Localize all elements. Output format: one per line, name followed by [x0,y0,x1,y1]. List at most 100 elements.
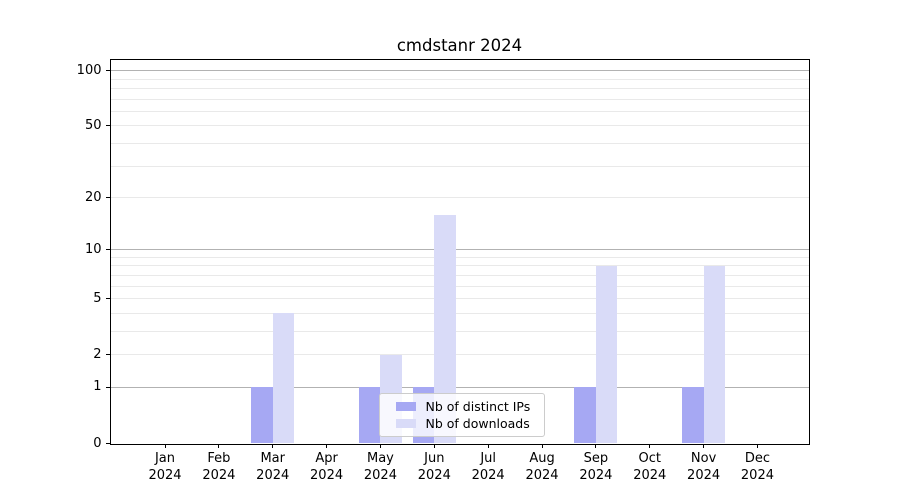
gridline-minor [110,197,809,198]
y-tick [105,70,110,72]
bar-downloads-nov [703,265,726,444]
bar-downloads-mar [272,313,295,444]
x-tick [487,443,489,448]
x-tick-month: May [366,451,394,466]
legend: Nb of distinct IPs Nb of downloads [378,393,545,437]
x-tick [703,443,705,448]
x-tick-month: Sep [583,451,609,466]
gridline-minor [110,87,809,89]
bar-distinct-ips-mar [251,387,273,444]
x-tick-label-feb: Feb 2024 [189,450,249,484]
gridline-minor [110,78,809,80]
x-tick-label-may: May 2024 [350,450,410,484]
x-tick [164,443,166,448]
y-tick [105,125,110,127]
y-tick-label-1: 1 [93,379,102,395]
gridline-minor [110,330,809,332]
x-tick-year: 2024 [525,468,559,483]
x-tick [541,443,543,448]
gridline-minor [110,142,809,144]
y-tick-label-50: 50 [84,117,102,133]
x-tick-label-nov: Nov 2024 [674,450,734,484]
y-tick [105,354,110,356]
gridline-minor [110,312,809,314]
gridline-minor [110,354,809,356]
legend-swatch-downloads [395,418,416,428]
legend-label-downloads: Nb of downloads [425,415,530,431]
x-tick [326,443,328,448]
x-tick-year: 2024 [633,468,667,483]
x-tick [379,443,381,448]
x-tick-year: 2024 [363,468,397,483]
y-tick [105,298,110,300]
x-tick-month: Jul [480,451,496,466]
y-tick-label-5: 5 [93,290,102,306]
x-tick-year: 2024 [148,468,182,483]
gridline-major [110,249,809,251]
x-tick-year: 2024 [310,468,344,483]
x-tick-month: Jun [424,451,445,466]
x-tick-label-jun: Jun 2024 [404,450,464,484]
x-tick-year: 2024 [256,468,290,483]
x-tick-month: Oct [638,451,661,466]
y-tick [105,249,110,251]
x-tick-year: 2024 [471,468,505,483]
x-tick-label-jan: Jan 2024 [135,450,195,484]
bar-distinct-ips-nov [682,387,704,444]
x-tick-year: 2024 [579,468,613,483]
x-tick-label-oct: Oct 2024 [620,450,680,484]
y-tick-label-100: 100 [76,62,102,78]
x-tick [218,443,220,448]
x-tick-month: Mar [260,451,285,466]
y-tick-label-10: 10 [84,241,102,257]
x-tick-year: 2024 [740,468,774,483]
x-tick-month: Apr [315,451,338,466]
legend-label-distinct-ips: Nb of distinct IPs [425,398,531,414]
gridline-minor [110,98,809,100]
x-tick-year: 2024 [202,468,236,483]
gridline-minor [110,165,809,167]
x-tick [756,443,758,448]
bar-distinct-ips-may [358,387,381,444]
gridline-minor [110,298,809,300]
gridline-major [110,386,809,388]
y-tick-label-0: 0 [93,435,102,451]
gridline-minor [110,265,809,267]
x-tick [649,443,651,448]
y-tick-label-20: 20 [84,189,102,205]
x-tick-year: 2024 [417,468,451,483]
x-tick-label-jul: Jul 2024 [458,450,518,484]
gridline-major [110,70,809,72]
bar-distinct-ips-sep [574,387,596,444]
x-tick-label-aug: Aug 2024 [512,450,572,484]
x-tick-label-dec: Dec 2024 [727,450,787,484]
gridline-minor [110,110,809,112]
x-tick-month: Dec [744,451,771,466]
y-tick [105,386,110,388]
chart-title: cmdstanr 2024 [396,36,523,55]
x-tick-month: Feb [207,451,231,466]
y-tick-label-2: 2 [93,346,102,362]
x-tick-month: Aug [529,451,555,466]
gridline-minor [110,285,809,287]
y-tick [105,443,110,444]
legend-swatch-distinct-ips [395,401,416,411]
x-tick-label-sep: Sep 2024 [566,450,626,484]
legend-item-distinct-ips: Nb of distinct IPs [380,398,545,415]
y-tick [105,197,110,198]
gridline-minor [110,274,809,276]
x-tick-label-mar: Mar 2024 [243,450,303,484]
x-tick [595,443,597,448]
gridline-minor [110,125,809,127]
x-tick-month: Jan [154,451,176,466]
gridline-minor [110,256,809,258]
bar-downloads-jun [434,214,456,444]
x-tick [433,443,435,448]
x-tick [272,443,274,448]
plot-area: Nb of distinct IPs Nb of downloads [110,59,809,444]
x-tick-month: Nov [690,451,717,466]
x-tick-label-apr: Apr 2024 [297,450,357,484]
x-tick-year: 2024 [687,468,721,483]
bar-downloads-sep [595,265,618,444]
